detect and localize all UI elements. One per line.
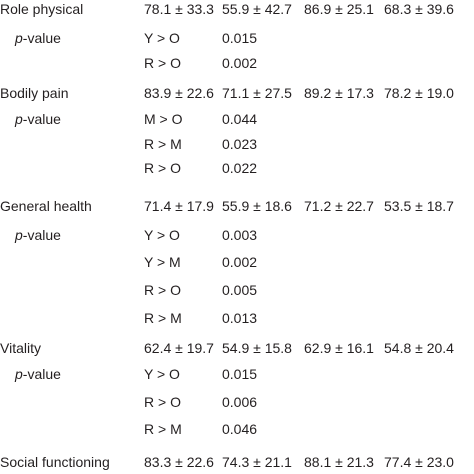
table-row-p-value: p-value Y > O 0.015	[0, 363, 474, 385]
table-row-p-value: p-value Y > O 0.003	[0, 224, 474, 246]
table-row-p-value: p-value M > O 0.044	[0, 108, 474, 130]
comparison-cell: R > M	[144, 136, 182, 152]
table-row-comparison: R > M 0.013	[0, 307, 474, 329]
p-value-label: p-value	[15, 30, 61, 46]
cell-col-1: 83.3 ± 22.6	[144, 454, 214, 470]
comparison-cell: R > M	[144, 310, 182, 326]
comparison-cell: Y > O	[144, 366, 180, 382]
cell-col-4: 53.5 ± 18.7	[384, 198, 454, 214]
row-label: Vitality	[0, 340, 41, 356]
cell-col-3: 86.9 ± 25.1	[304, 1, 374, 17]
cell-col-2: 74.3 ± 21.1	[222, 454, 292, 470]
p-value-cell: 0.015	[222, 366, 258, 382]
p-value-cell: 0.023	[222, 136, 258, 152]
cell-col-3: 71.2 ± 22.7	[304, 198, 374, 214]
cell-col-1: 62.4 ± 19.7	[144, 340, 214, 356]
cell-col-1: 78.1 ± 33.3	[144, 1, 214, 17]
table-row-comparison: R > O 0.006	[0, 391, 474, 413]
table-row-social-functioning: Social functioning 83.3 ± 22.6 74.3 ± 21…	[0, 451, 474, 473]
cell-col-2: 54.9 ± 15.8	[222, 340, 292, 356]
p-value-cell: 0.006	[222, 394, 258, 410]
row-label: Social functioning	[0, 454, 110, 470]
p-value-cell: 0.044	[222, 111, 258, 127]
cell-col-2: 71.1 ± 27.5	[222, 85, 292, 101]
comparison-cell: R > O	[144, 55, 181, 71]
cell-col-3: 88.1 ± 21.3	[304, 454, 374, 470]
p-value-cell: 0.013	[222, 310, 258, 326]
table-row-comparison: R > M 0.023	[0, 133, 474, 155]
cell-col-4: 78.2 ± 19.0	[384, 85, 454, 101]
row-label: Bodily pain	[0, 85, 69, 101]
cell-col-4: 54.8 ± 20.4	[384, 340, 454, 356]
comparison-cell: R > M	[144, 421, 182, 437]
cell-col-1: 83.9 ± 22.6	[144, 85, 214, 101]
p-value-cell: 0.002	[222, 55, 258, 71]
table-row-comparison: R > O 0.002	[0, 52, 474, 74]
table-row-vitality: Vitality 62.4 ± 19.7 54.9 ± 15.8 62.9 ± …	[0, 337, 474, 359]
comparison-cell: M > O	[144, 111, 183, 127]
table-row-general-health: General health 71.4 ± 17.9 55.9 ± 18.6 7…	[0, 195, 474, 217]
comparison-cell: Y > O	[144, 30, 180, 46]
cell-col-2: 55.9 ± 18.6	[222, 198, 292, 214]
cell-col-4: 77.4 ± 23.0	[384, 454, 454, 470]
table-row-bodily-pain: Bodily pain 83.9 ± 22.6 71.1 ± 27.5 89.2…	[0, 82, 474, 104]
comparison-cell: R > O	[144, 282, 181, 298]
table-row-p-value: p-value Y > O 0.015	[0, 27, 474, 49]
table-row-comparison: R > O 0.005	[0, 279, 474, 301]
comparison-cell: R > O	[144, 394, 181, 410]
table-row-comparison: Y > M 0.002	[0, 251, 474, 273]
p-value-label: p-value	[15, 227, 61, 243]
row-label: General health	[0, 198, 92, 214]
cell-col-3: 89.2 ± 17.3	[304, 85, 374, 101]
comparison-cell: Y > O	[144, 227, 180, 243]
row-label: Role physical	[0, 1, 84, 17]
cell-col-3: 62.9 ± 16.1	[304, 340, 374, 356]
comparison-cell: Y > M	[144, 254, 181, 270]
table-row-role-physical: Role physical 78.1 ± 33.3 55.9 ± 42.7 86…	[0, 0, 474, 20]
p-value-cell: 0.002	[222, 254, 258, 270]
comparison-cell: R > O	[144, 160, 181, 176]
p-value-cell: 0.046	[222, 421, 258, 437]
p-value-cell: 0.005	[222, 282, 258, 298]
p-value-label: p-value	[15, 366, 61, 382]
p-value-cell: 0.003	[222, 227, 258, 243]
p-value-cell: 0.015	[222, 30, 258, 46]
cell-col-1: 71.4 ± 17.9	[144, 198, 214, 214]
p-value-label: p-value	[15, 111, 61, 127]
cell-col-2: 55.9 ± 42.7	[222, 1, 292, 17]
cell-col-4: 68.3 ± 39.6	[384, 1, 454, 17]
table-row-comparison: R > O 0.022	[0, 157, 474, 179]
p-value-cell: 0.022	[222, 160, 258, 176]
table-row-comparison: R > M 0.046	[0, 418, 474, 440]
